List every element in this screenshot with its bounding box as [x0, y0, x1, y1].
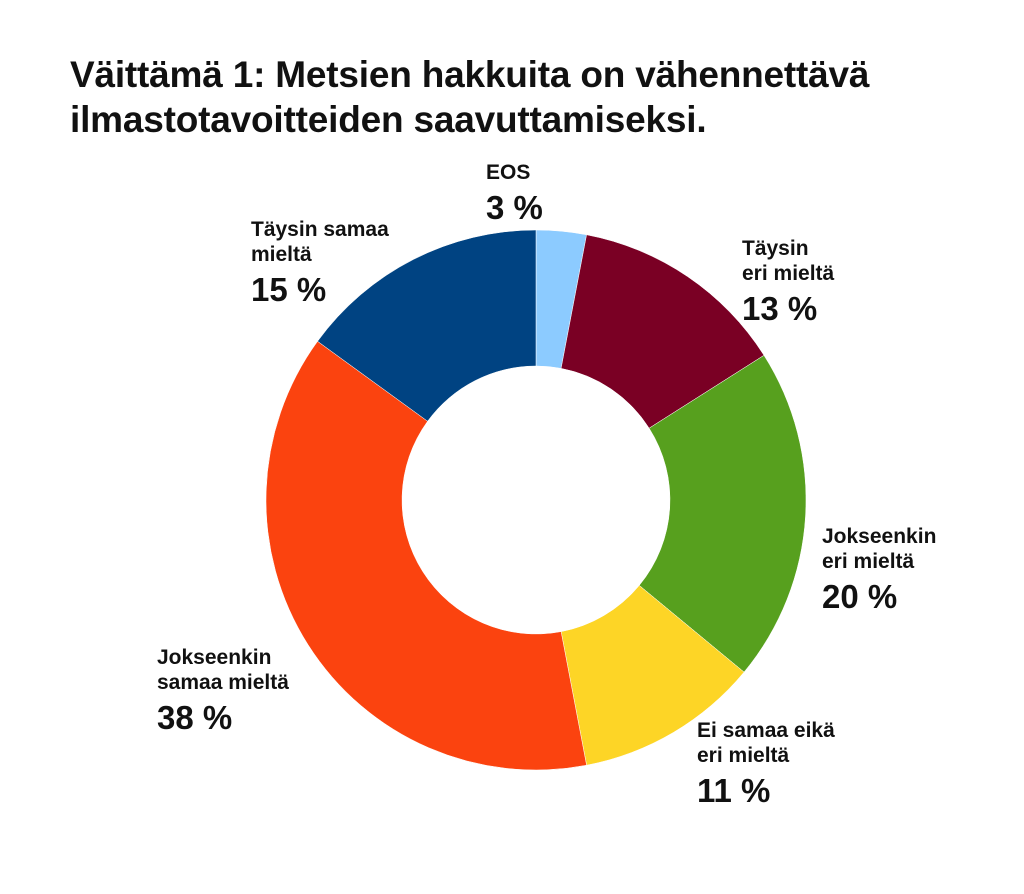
- donut-slice-2: [638, 354, 807, 673]
- donut-slice-1: [560, 234, 765, 429]
- label-jokseenkin-eri-mielta-category: Jokseenkin eri mieltä: [822, 525, 937, 573]
- label-taysin-eri-mielta-percent: 13 %: [742, 290, 818, 327]
- label-jokseenkin-samaa-mielta-percent: 38 %: [157, 699, 233, 736]
- label-jokseenkin-samaa-mielta-category: Jokseenkin samaa mieltä: [157, 646, 289, 694]
- label-taysin-samaa-mielta-percent: 15 %: [251, 271, 327, 308]
- chart-title-line-2: ilmastotavoitteiden saavuttamiseksi.: [70, 99, 707, 140]
- label-jokseenkin-samaa-mielta: Jokseenkin samaa mieltä 38 %: [157, 645, 289, 739]
- label-jokseenkin-eri-mielta: Jokseenkin eri mieltä 20 %: [822, 524, 936, 618]
- label-eos-category: EOS: [486, 161, 531, 184]
- label-taysin-eri-mielta: Täysin eri mieltä 13 %: [742, 236, 834, 330]
- donut-slice-4: [265, 340, 587, 771]
- label-ei-samaa-eika-eri-mielta: Ei samaa eikä eri mieltä 11 %: [697, 718, 835, 812]
- label-jokseenkin-eri-mielta-percent: 20 %: [822, 578, 898, 615]
- label-taysin-samaa-mielta-category: Täysin samaa mieltä: [251, 218, 389, 266]
- label-taysin-eri-mielta-category: Täysin eri mieltä: [742, 237, 835, 285]
- chart-title: Väittämä 1: Metsien hakkuita on vähennet…: [70, 52, 970, 142]
- label-ei-samaa-eika-eri-mielta-percent: 11 %: [697, 772, 771, 809]
- label-eos-percent: 3 %: [486, 189, 543, 226]
- label-taysin-samaa-mielta: Täysin samaa mieltä 15 %: [251, 217, 389, 311]
- chart-title-line-1: Väittämä 1: Metsien hakkuita on vähennet…: [70, 54, 870, 95]
- label-eos: EOS 3 %: [486, 160, 543, 229]
- label-ei-samaa-eika-eri-mielta-category: Ei samaa eikä eri mieltä: [697, 719, 835, 767]
- donut-slice-5: [317, 229, 537, 422]
